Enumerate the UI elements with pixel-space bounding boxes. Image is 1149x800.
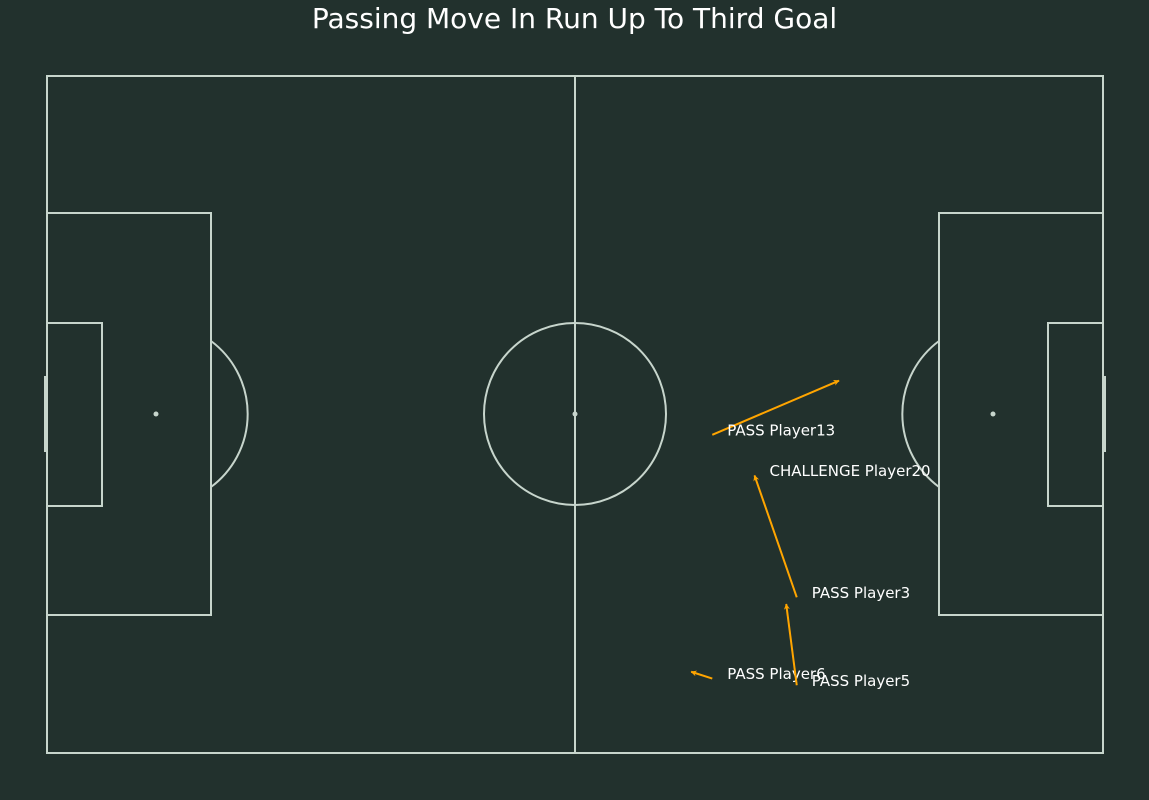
left-six-yard-box	[46, 322, 103, 507]
right-penalty-area	[938, 212, 1104, 616]
pass-arrow-3	[753, 474, 798, 598]
event-label-2: PASS Player5	[812, 672, 910, 690]
right-penalty-arc	[901, 340, 940, 488]
right-penalty-spot	[990, 411, 996, 417]
right-six-yard-box	[1047, 322, 1104, 507]
left-penalty-arc	[210, 340, 249, 488]
left-penalty-spot	[153, 411, 159, 417]
left-penalty-area	[46, 212, 212, 616]
pass-arrow-1	[690, 670, 713, 680]
event-label-3: PASS Player3	[812, 584, 910, 602]
chart-title: Passing Move In Run Up To Third Goal	[311, 2, 838, 35]
event-label-1: PASS Player6	[727, 665, 825, 683]
event-label-5: PASS Player13	[727, 421, 835, 439]
pitch-markings	[44, 75, 1106, 754]
pass-arrow-2	[783, 603, 798, 686]
center-circle	[483, 322, 667, 506]
center-spot	[572, 411, 578, 417]
event-label-4: CHALLENGE Player20	[770, 462, 931, 480]
pass-arrow-5	[711, 379, 840, 436]
